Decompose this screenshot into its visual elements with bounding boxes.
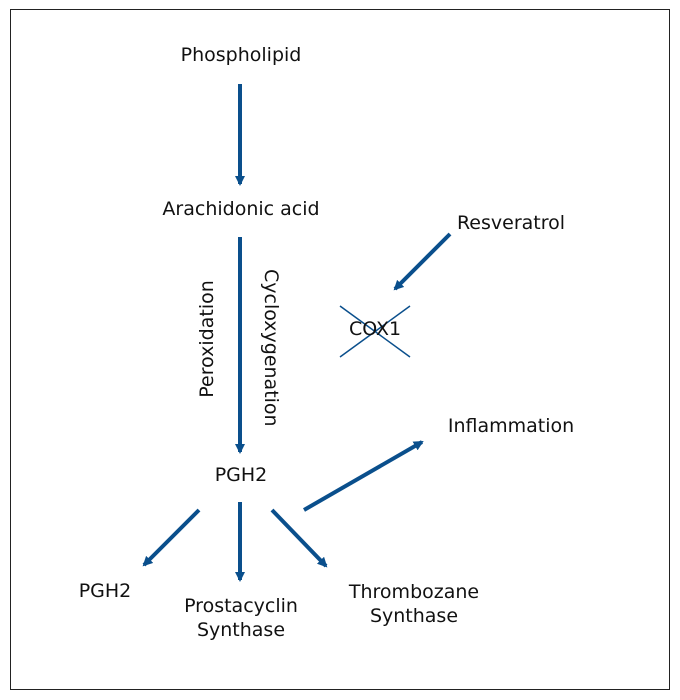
node-resveratrol: Resveratrol xyxy=(456,212,566,234)
arrow-pgh2-to-thrombozane xyxy=(270,508,328,568)
thrombozane-line2: Synthase xyxy=(369,605,459,627)
node-pgh2-center: PGH2 xyxy=(214,464,268,486)
thrombozane-line1: Thrombozane xyxy=(348,581,480,603)
cox1-cross-line-b xyxy=(339,305,411,358)
diagram-frame xyxy=(10,9,670,690)
node-prostacyclin-synthase: Prostacyclin Synthase xyxy=(184,594,298,642)
node-inflammation: Inflammation xyxy=(447,415,575,437)
node-cox1: COX1 xyxy=(348,318,402,340)
node-phospholipid: Phospholipid xyxy=(180,44,302,66)
edge-label-peroxidation: Peroxidation xyxy=(196,280,218,398)
arrow-resveratrol-to-cox1 xyxy=(393,232,452,291)
node-thrombozane-synthase: Thrombozane Synthase xyxy=(349,580,479,628)
prostacyclin-line1: Prostacyclin xyxy=(184,595,298,617)
edge-label-cyclooxygenation: Cycloxygenation xyxy=(260,269,282,427)
node-pgh2-left: PGH2 xyxy=(78,580,132,602)
arrow-pgh2-to-inflammation xyxy=(303,440,424,512)
prostacyclin-line2: Synthase xyxy=(196,619,286,641)
arrow-pgh2-to-pgh2-left xyxy=(142,508,201,567)
node-arachidonic-acid: Arachidonic acid xyxy=(162,198,320,220)
